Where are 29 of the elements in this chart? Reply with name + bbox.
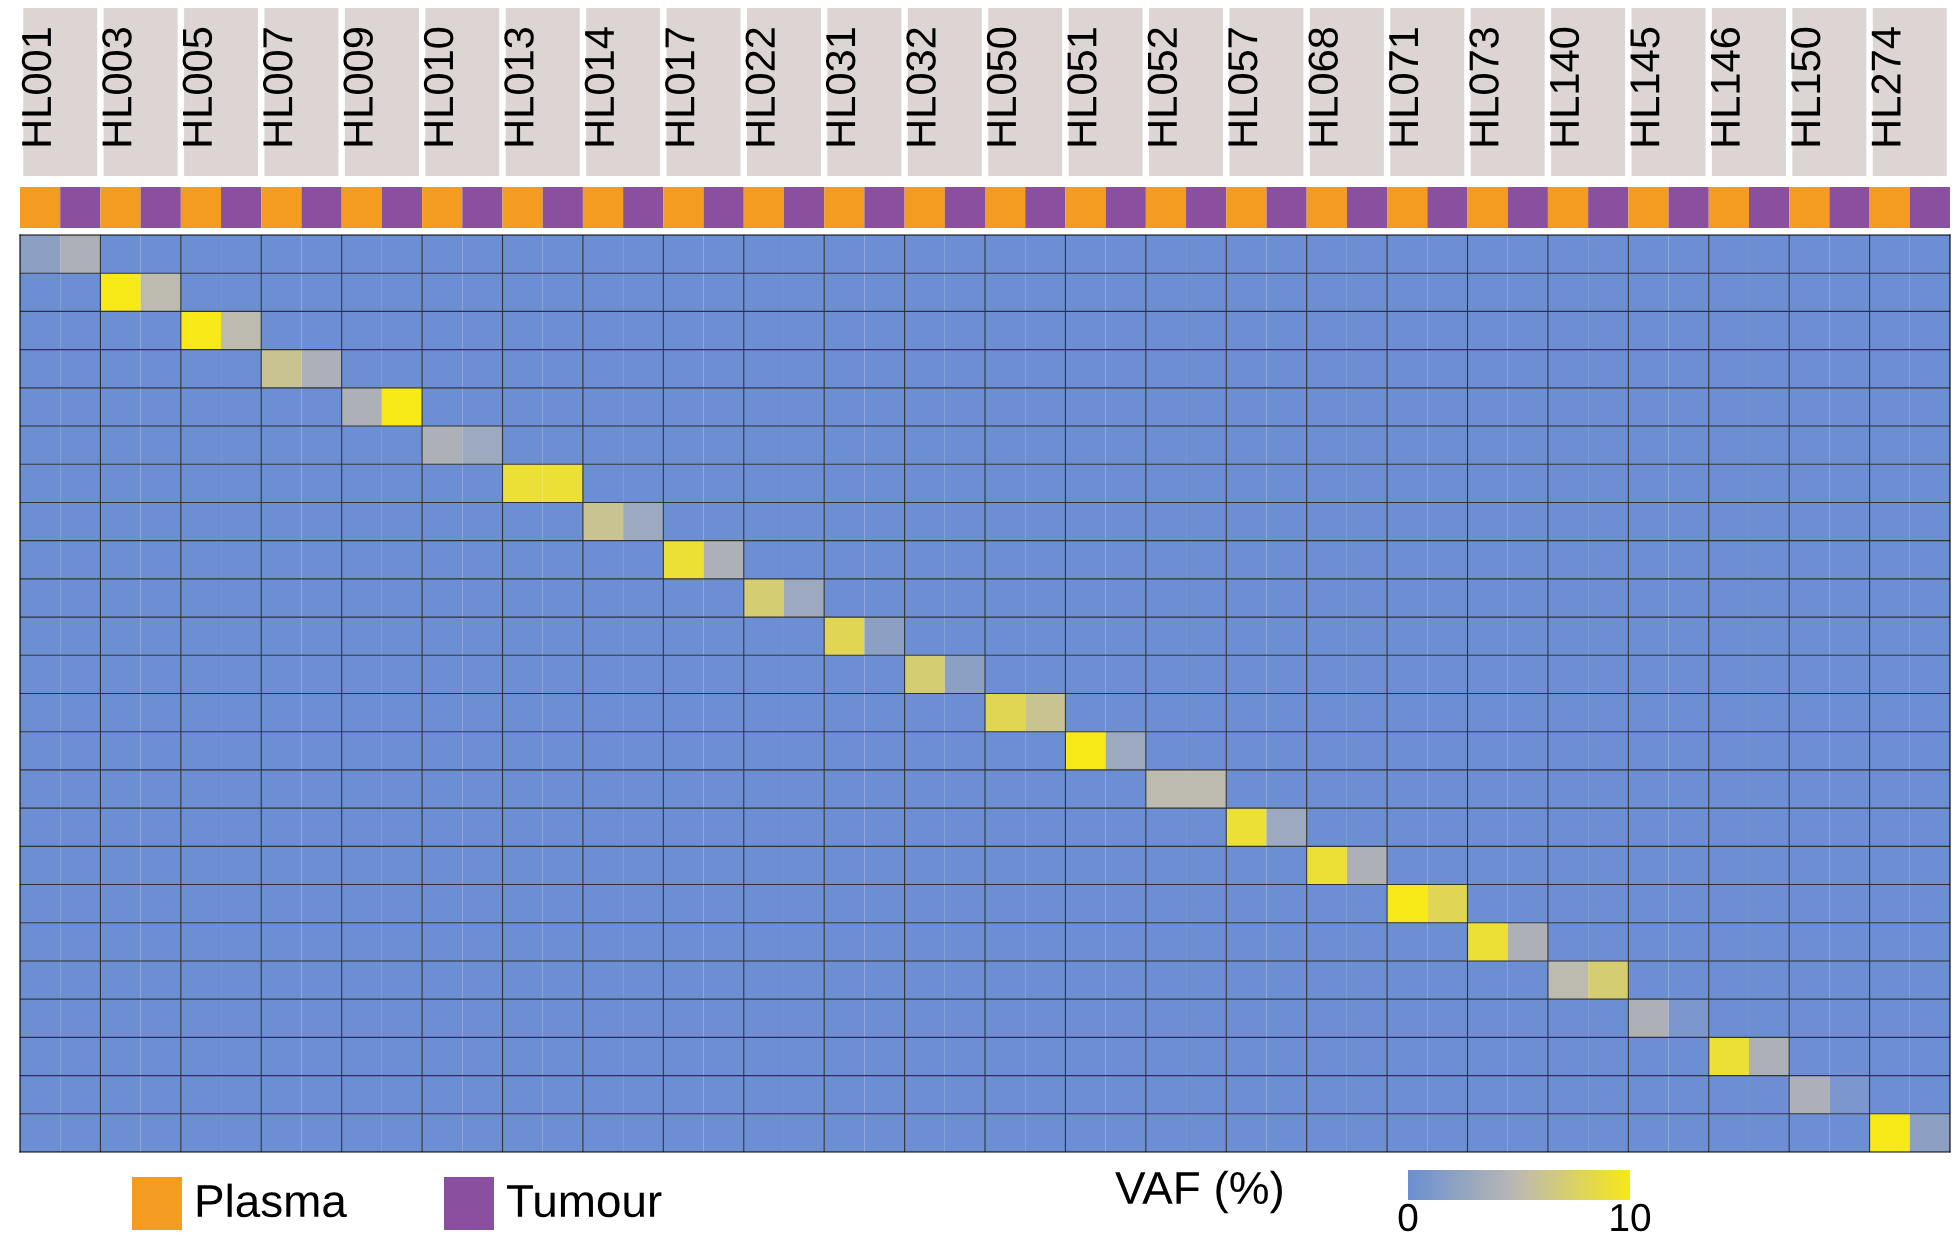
color-bar-title: VAF (%) — [1115, 1170, 1282, 1214]
x-tick-label: HL010 — [423, 27, 454, 146]
x-tick-label: HL057 — [1228, 28, 1258, 146]
x-tick-label: HL014 — [584, 27, 615, 146]
x-tick-label: HL051 — [1067, 28, 1097, 146]
x-tick-label: HL071 — [1388, 28, 1419, 146]
x-tick-label: HL009 — [343, 28, 373, 146]
x-tick-label: HL146 — [1710, 27, 1741, 146]
x-tick-label: HL050 — [986, 27, 1017, 146]
x-tick-label: HL013 — [504, 27, 534, 146]
x-tick-label: HL017 — [665, 28, 695, 146]
x-tick-label: HL005 — [182, 27, 213, 146]
x-tick-label: HL052 — [1147, 28, 1178, 146]
x-tick-label: HL003 — [102, 27, 132, 146]
x-tick-label: HL150 — [1790, 27, 1821, 146]
x-tick-label: HL073 — [1469, 27, 1499, 146]
x-tick-label: HL140 — [1549, 27, 1580, 146]
color-bar-label: 0 — [1398, 1203, 1418, 1232]
x-tick-label: HL031 — [825, 28, 856, 146]
x-tick-label: HL145 — [1630, 27, 1660, 146]
x-tick-label: HL032 — [906, 28, 936, 146]
x-tick-label: HL001 — [21, 28, 52, 146]
x-tick-label: HL068 — [1308, 27, 1338, 146]
text: Plasma — [197, 1183, 347, 1218]
x-tick-label: HL274 — [1871, 27, 1901, 146]
x-tick-label: HL007 — [263, 28, 293, 146]
color-bar-label: 10 — [1611, 1203, 1651, 1232]
text: Tumour — [507, 1185, 662, 1218]
x-tick-label: HL022 — [745, 28, 776, 146]
